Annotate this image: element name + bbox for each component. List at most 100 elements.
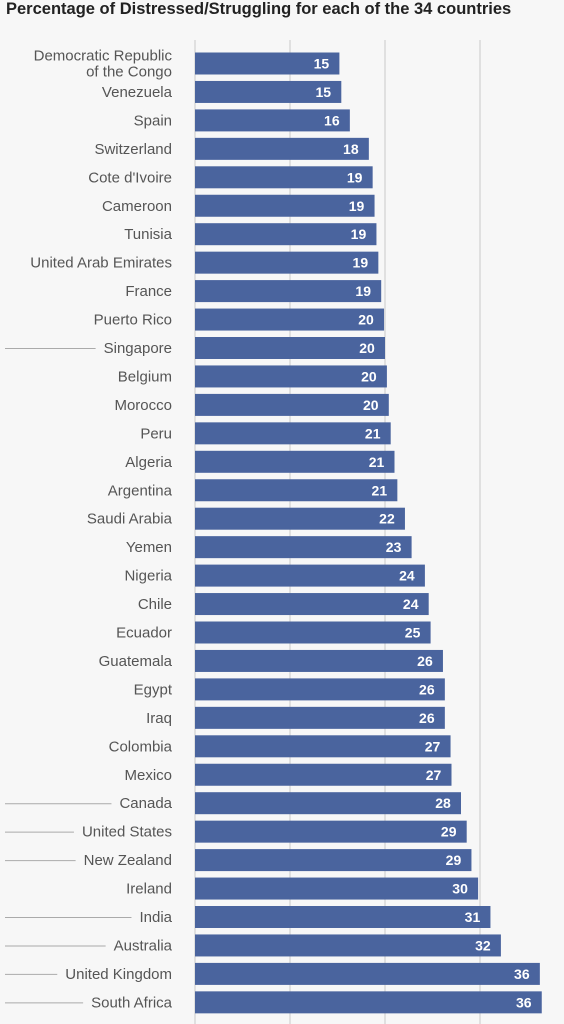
category-label-line: Singapore	[104, 340, 172, 357]
category-label-line: Cote d'Ivoire	[88, 169, 172, 186]
value-label: 15	[316, 84, 332, 100]
value-label: 19	[353, 255, 369, 271]
value-label: 20	[363, 397, 379, 413]
category-label: United States	[82, 824, 172, 841]
value-label: 19	[349, 198, 365, 214]
bar	[195, 820, 467, 843]
category-label-line: Mexico	[124, 767, 172, 784]
category-label: United Arab Emirates	[30, 255, 172, 272]
category-label-line: Ireland	[126, 881, 172, 898]
bar	[195, 422, 391, 445]
category-label-line: Argentina	[108, 482, 173, 499]
category-label-line: Nigeria	[124, 568, 172, 585]
bar	[195, 735, 451, 758]
category-label-line: of the Congo	[86, 64, 172, 81]
category-label-line: Morocco	[114, 397, 172, 414]
value-label: 29	[446, 852, 462, 868]
bar	[195, 479, 398, 502]
value-label: 20	[359, 340, 375, 356]
bar	[195, 621, 431, 644]
bar	[195, 763, 452, 786]
category-label: Morocco	[114, 397, 172, 414]
category-label: Canada	[119, 795, 172, 812]
category-label: France	[125, 283, 172, 300]
value-label: 36	[516, 994, 532, 1010]
bar	[195, 934, 501, 957]
category-label: Singapore	[104, 340, 172, 357]
category-label-line: Saudi Arabia	[87, 511, 173, 528]
category-label-line: United States	[82, 824, 172, 841]
category-label: South Africa	[91, 994, 173, 1011]
category-label: Chile	[138, 596, 172, 613]
category-labels: Democratic Republic of the Congo Venezuela…	[30, 48, 173, 1012]
category-label: Colombia	[109, 738, 173, 755]
category-label-line: Colombia	[109, 738, 173, 755]
bar	[195, 223, 377, 246]
value-label: 36	[514, 966, 530, 982]
bar	[195, 337, 385, 359]
category-label-line: Cameroon	[102, 198, 172, 215]
value-label: 18	[343, 141, 359, 157]
bar	[195, 792, 461, 815]
category-label: Spain	[134, 112, 172, 129]
category-label: Belgium	[118, 368, 172, 385]
bar	[195, 137, 369, 160]
bar	[195, 280, 382, 303]
bar	[195, 365, 387, 388]
category-label: Switzerland	[94, 141, 172, 158]
value-label: 20	[358, 312, 374, 328]
value-label: 15	[314, 56, 330, 72]
bar	[195, 308, 385, 331]
category-label: United Kingdom	[65, 966, 172, 983]
bar	[195, 507, 405, 530]
value-label: 23	[386, 539, 402, 555]
category-label-line: Democratic Republic	[34, 48, 173, 65]
chart-title: Percentage of Distressed/Struggling for …	[6, 0, 512, 18]
category-label: Mexico	[124, 767, 172, 784]
category-label: Australia	[114, 937, 173, 954]
value-label: 24	[403, 596, 419, 612]
value-label: 28	[435, 795, 451, 811]
category-label: Egypt	[134, 681, 173, 698]
bar	[195, 593, 429, 616]
value-label: 21	[369, 454, 385, 470]
bar	[195, 536, 412, 559]
value-label: 26	[419, 710, 435, 726]
bar	[195, 166, 373, 189]
category-label-line: Belgium	[118, 368, 172, 385]
category-label: Nigeria	[124, 568, 172, 585]
category-label: Saudi Arabia	[87, 511, 173, 528]
category-label-line: South Africa	[91, 994, 173, 1011]
category-label-line: Switzerland	[94, 141, 172, 158]
value-label: 21	[372, 482, 388, 498]
bar	[195, 678, 445, 701]
bar	[195, 450, 395, 473]
category-label-line: Algeria	[125, 454, 172, 471]
category-label: Venezuela	[102, 84, 173, 101]
category-label: Ecuador	[116, 625, 172, 642]
category-label-line: Ecuador	[116, 625, 172, 642]
bar	[195, 194, 375, 217]
bar	[195, 109, 350, 132]
value-label: 27	[426, 767, 442, 783]
category-label-line: Guatemala	[99, 653, 173, 670]
category-label: Ireland	[126, 881, 172, 898]
category-label-line: Canada	[119, 795, 172, 812]
value-label: 19	[347, 169, 363, 185]
category-label-line: Spain	[134, 112, 172, 129]
category-label-line: United Kingdom	[65, 966, 172, 983]
value-label: 27	[425, 738, 441, 754]
bar	[195, 52, 340, 75]
category-label: Cameroon	[102, 198, 172, 215]
value-label: 26	[417, 653, 433, 669]
bar	[195, 849, 472, 872]
bar	[195, 251, 379, 274]
category-label-line: Venezuela	[102, 84, 173, 101]
category-label: Tunisia	[124, 226, 172, 243]
category-label-line: France	[125, 283, 172, 300]
category-label: New Zealand	[84, 852, 172, 869]
category-label-line: India	[139, 909, 172, 926]
category-label-line: Puerto Rico	[94, 312, 172, 329]
value-label: 19	[355, 283, 371, 299]
